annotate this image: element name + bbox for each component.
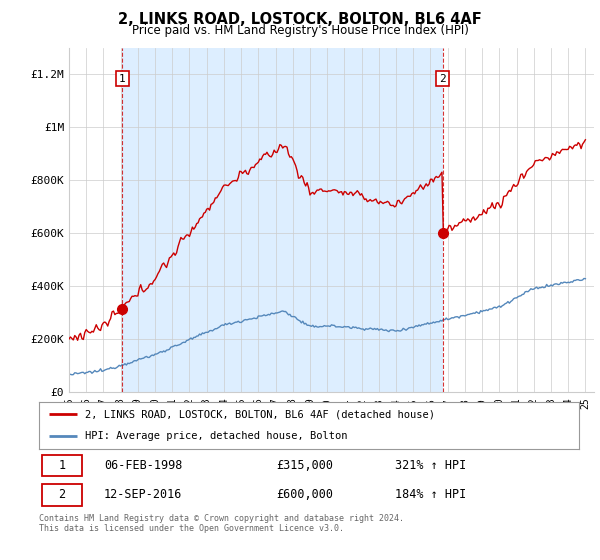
FancyBboxPatch shape <box>42 484 82 506</box>
Text: 2: 2 <box>439 73 446 83</box>
Text: £600,000: £600,000 <box>277 488 334 501</box>
Text: Price paid vs. HM Land Registry's House Price Index (HPI): Price paid vs. HM Land Registry's House … <box>131 24 469 37</box>
Text: 1: 1 <box>119 73 126 83</box>
Text: 2, LINKS ROAD, LOSTOCK, BOLTON, BL6 4AF (detached house): 2, LINKS ROAD, LOSTOCK, BOLTON, BL6 4AF … <box>85 409 435 419</box>
FancyBboxPatch shape <box>42 455 82 477</box>
Text: 12-SEP-2016: 12-SEP-2016 <box>104 488 182 501</box>
Text: £315,000: £315,000 <box>277 459 334 472</box>
Bar <box>122 48 443 392</box>
Text: Contains HM Land Registry data © Crown copyright and database right 2024.
This d: Contains HM Land Registry data © Crown c… <box>39 514 404 534</box>
Text: 2: 2 <box>58 488 65 501</box>
Text: 1: 1 <box>58 459 65 472</box>
Text: 184% ↑ HPI: 184% ↑ HPI <box>395 488 467 501</box>
Text: 2, LINKS ROAD, LOSTOCK, BOLTON, BL6 4AF: 2, LINKS ROAD, LOSTOCK, BOLTON, BL6 4AF <box>118 12 482 27</box>
Text: 06-FEB-1998: 06-FEB-1998 <box>104 459 182 472</box>
Text: 321% ↑ HPI: 321% ↑ HPI <box>395 459 467 472</box>
Text: HPI: Average price, detached house, Bolton: HPI: Average price, detached house, Bolt… <box>85 431 347 441</box>
